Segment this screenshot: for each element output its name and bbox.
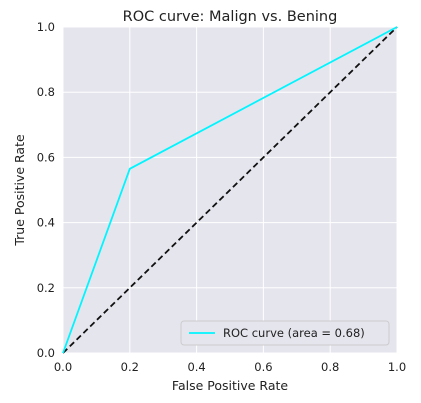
legend: ROC curve (area = 0.68) <box>180 320 390 346</box>
x-tick-label: 1.0 <box>388 360 406 374</box>
x-tick-label: 0.8 <box>321 360 339 374</box>
y-tick-label: 0.4 <box>37 216 55 230</box>
tick-labels: 0.0 0.2 0.4 0.6 0.8 1.0 0.0 0.2 0.4 0.6 0.8 1.0 <box>37 20 406 374</box>
y-tick-label: 0.0 <box>37 346 55 360</box>
x-tick-label: 0.6 <box>254 360 272 374</box>
legend-label: ROC curve (area = 0.68) <box>223 326 365 340</box>
x-tick-label: 0.2 <box>121 360 139 374</box>
y-tick-label: 0.2 <box>37 281 55 295</box>
y-tick-label: 0.6 <box>37 150 55 164</box>
x-tick-label: 0.4 <box>187 360 205 374</box>
grid-lines <box>62 26 398 354</box>
series-layer <box>62 26 398 354</box>
roc-curve-line <box>62 26 398 354</box>
y-tick-label: 0.8 <box>37 85 55 99</box>
chart-title: ROC curve: Malign vs. Bening <box>123 9 338 25</box>
legend-box <box>180 320 390 346</box>
chance-line <box>62 26 398 354</box>
y-axis-label: True Positive Rate <box>12 134 27 247</box>
x-tick-label: 0.0 <box>54 360 72 374</box>
y-tick-label: 1.0 <box>37 20 55 34</box>
x-axis-label: False Positive Rate <box>172 378 288 393</box>
